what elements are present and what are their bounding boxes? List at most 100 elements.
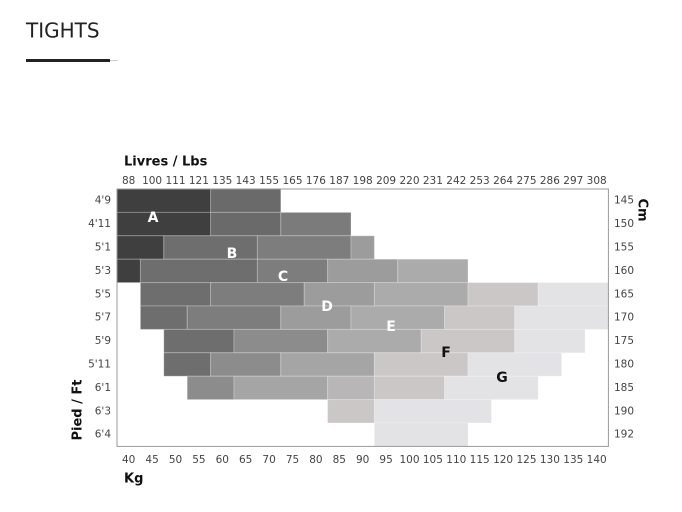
- size-cell: [537, 282, 609, 307]
- top-tick-label: 198: [353, 175, 373, 187]
- size-cell: [256, 235, 352, 260]
- bottom-tick-label: 65: [239, 454, 252, 466]
- bottom-tick-label: 95: [379, 454, 392, 466]
- left-tick-label: 5'3: [95, 265, 111, 277]
- bottom-tick-label: 85: [333, 454, 346, 466]
- title-underline-rest: [110, 60, 118, 61]
- size-cell: [514, 328, 586, 354]
- top-tick-label: 176: [306, 175, 326, 187]
- size-cell: [303, 282, 375, 307]
- bottom-tick-label: 110: [446, 454, 466, 466]
- top-tick-label: 264: [493, 175, 513, 187]
- top-tick-label: 297: [563, 175, 583, 187]
- size-cell: [373, 282, 469, 307]
- size-cell: [373, 352, 469, 377]
- size-cell: [327, 328, 422, 354]
- size-cell: [210, 282, 305, 307]
- left-tick-label: 5'1: [95, 242, 111, 254]
- zone-label: D: [321, 299, 333, 315]
- size-cell: [116, 258, 141, 284]
- size-cell: [373, 399, 492, 424]
- bottom-tick-label: 50: [169, 454, 182, 466]
- bottom-tick-label: 40: [122, 454, 135, 466]
- bottom-tick-label: 135: [563, 454, 583, 466]
- size-cell: [373, 375, 446, 401]
- top-tick-label: 275: [516, 175, 536, 187]
- top-axis-title: Livres / Lbs: [124, 155, 208, 170]
- size-cell: [397, 258, 469, 284]
- right-tick-label: 145: [614, 195, 634, 207]
- top-tick-label: 135: [212, 175, 232, 187]
- left-tick-label: 6'4: [95, 429, 112, 441]
- size-cell: [210, 352, 282, 377]
- left-tick-label: 6'1: [95, 382, 111, 394]
- zone-label: B: [227, 246, 238, 262]
- size-cell: [186, 375, 235, 401]
- right-tick-label: 170: [614, 312, 634, 324]
- left-tick-label: 5'9: [95, 335, 111, 347]
- size-cell: [467, 352, 563, 377]
- size-cell: [163, 328, 235, 354]
- page-title: TIGHTS: [25, 19, 100, 43]
- bottom-tick-label: 105: [423, 454, 443, 466]
- left-tick-label: 5'5: [95, 288, 111, 300]
- size-cell: [420, 328, 516, 354]
- left-tick-label: 5'11: [88, 359, 111, 371]
- size-cell: [256, 258, 329, 284]
- bottom-axis-title: Kg: [124, 472, 143, 487]
- size-cell: [444, 305, 516, 330]
- size-cell: [233, 328, 329, 354]
- size-cell: [210, 188, 282, 213]
- bottom-tick-label: 130: [540, 454, 560, 466]
- right-tick-label: 190: [614, 405, 634, 417]
- right-tick-label: 150: [614, 218, 634, 230]
- bottom-tick-label: 90: [356, 454, 369, 466]
- top-tick-label: 231: [423, 175, 443, 187]
- size-cell: [373, 422, 469, 447]
- size-cell: [139, 305, 188, 330]
- right-tick-label: 160: [614, 265, 634, 277]
- bottom-tick-label: 70: [262, 454, 275, 466]
- size-cell: [233, 375, 329, 401]
- bottom-tick-label: 115: [470, 454, 490, 466]
- size-cell: [280, 352, 375, 377]
- top-tick-label: 209: [376, 175, 396, 187]
- left-tick-label: 4'9: [95, 195, 111, 207]
- size-cell: [350, 235, 375, 260]
- size-cell: [116, 211, 212, 237]
- left-axis-title: Pied / Ft: [71, 379, 86, 440]
- bottom-tick-label: 55: [192, 454, 205, 466]
- zone-label: E: [386, 319, 396, 335]
- right-tick-label: 185: [614, 382, 634, 394]
- size-cell: [350, 305, 446, 330]
- size-cell: [280, 305, 352, 330]
- bottom-tick-label: 45: [145, 454, 158, 466]
- top-tick-label: 143: [236, 175, 256, 187]
- right-axis-title: Cm: [635, 198, 650, 221]
- zone-label: C: [278, 269, 288, 285]
- bottom-tick-label: 125: [516, 454, 536, 466]
- size-cell: [139, 282, 212, 307]
- bottom-tick-label: 60: [216, 454, 229, 466]
- left-tick-label: 5'7: [95, 312, 111, 324]
- bottom-tick-label: 75: [286, 454, 299, 466]
- size-cell: [280, 211, 352, 237]
- size-cell: [514, 305, 609, 330]
- size-grid: [116, 188, 609, 447]
- size-cell: [444, 375, 539, 401]
- right-tick-label: 180: [614, 359, 634, 371]
- size-cell: [116, 188, 212, 213]
- size-cell: [163, 352, 212, 377]
- top-tick-label: 187: [329, 175, 349, 187]
- right-tick-label: 175: [614, 335, 634, 347]
- zone-label: F: [441, 345, 451, 361]
- right-tick-label: 192: [614, 429, 634, 441]
- top-tick-label: 165: [282, 175, 302, 187]
- size-cell: [467, 282, 539, 307]
- title-underline: [26, 59, 110, 62]
- grid-frame: [116, 188, 609, 447]
- size-cell: [327, 258, 399, 284]
- right-tick-label: 165: [614, 288, 634, 300]
- size-cell: [210, 211, 282, 237]
